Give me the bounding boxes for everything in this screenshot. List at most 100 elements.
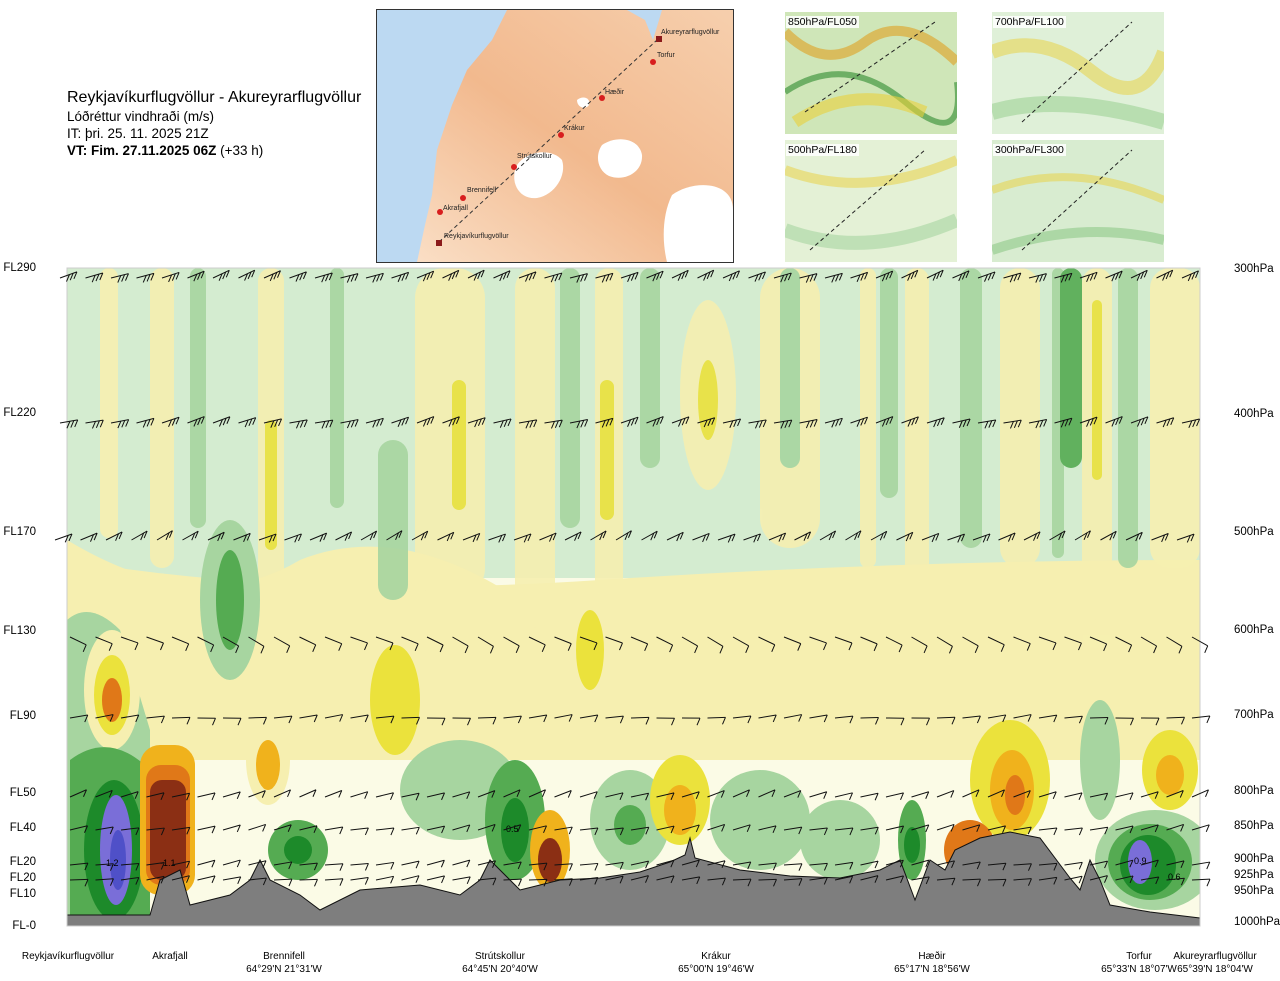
wind-barb — [671, 416, 690, 427]
wind-barb — [783, 826, 803, 835]
wind-barb — [222, 791, 241, 800]
wind-barb — [350, 877, 369, 885]
fl-label: FL50 — [9, 787, 36, 799]
wind-barb — [426, 792, 445, 801]
wind-barb — [248, 716, 267, 725]
thumbnail-300[interactable]: 300hPa/FL300 — [992, 140, 1164, 262]
wind-barb — [375, 715, 395, 724]
wind-barb — [595, 272, 614, 283]
wind-barb — [1191, 824, 1210, 833]
wind-barb — [528, 862, 548, 871]
wind-barb — [783, 790, 802, 798]
wind-barb — [69, 825, 88, 833]
wind-barb — [350, 636, 368, 651]
wind-barb — [768, 532, 787, 542]
wind-barb — [350, 714, 369, 723]
wind-barb — [743, 533, 761, 543]
wind-barb — [95, 826, 114, 835]
wind-barb — [1079, 271, 1098, 283]
wind-barb — [1181, 418, 1201, 428]
wind-barb — [1130, 416, 1149, 427]
hpa-label: 900hPa — [1234, 853, 1274, 865]
fl-label: FL220 — [3, 407, 36, 419]
thumbnail-700[interactable]: 700hPa/FL100 — [992, 12, 1164, 134]
wind-barb — [885, 792, 904, 801]
glacier-4 — [577, 97, 590, 108]
wind-barb — [998, 532, 1016, 542]
wind-barb — [681, 876, 701, 885]
wind-barb — [605, 861, 624, 870]
glacier-1 — [514, 152, 564, 199]
wind-barb — [987, 636, 1005, 652]
wind-barb — [850, 416, 868, 427]
wind-barb — [375, 861, 395, 870]
wind-barb — [758, 878, 777, 887]
wind-barb — [324, 878, 344, 886]
wind-barb — [69, 714, 89, 723]
wind-barb — [477, 716, 497, 725]
wind-barb — [809, 636, 827, 651]
hpa-label: 400hPa — [1234, 408, 1274, 420]
wind-barb — [936, 860, 955, 869]
wind-barb — [467, 417, 486, 428]
thumbnail-500[interactable]: 500hPa/FL180 — [785, 140, 957, 262]
fl-label: FL20 — [9, 872, 36, 884]
wind-barb — [671, 269, 689, 281]
wind-barb — [146, 875, 165, 884]
wind-barb — [1115, 636, 1133, 653]
wind-barb — [1038, 827, 1058, 836]
wind-barb — [926, 269, 944, 281]
fl-label: FL20 — [9, 856, 36, 868]
fjord-north — [627, 10, 662, 40]
wind-barb — [263, 418, 282, 428]
wind-barb — [1140, 824, 1159, 833]
wind-barb — [324, 636, 343, 651]
wind-barb — [987, 714, 1007, 723]
wind-barb — [972, 533, 991, 543]
wind-barb — [845, 530, 862, 541]
wind-barb — [656, 825, 675, 834]
wind-barb — [707, 636, 724, 654]
thumbnail-label: 850hPa/FL050 — [786, 16, 859, 28]
wind-barb — [120, 791, 139, 799]
wind-barb — [488, 533, 506, 543]
wind-barb — [605, 875, 624, 884]
wind-barb — [477, 636, 494, 654]
wind-barb — [656, 875, 675, 884]
wind-barb — [238, 269, 256, 281]
wind-barb — [1013, 863, 1032, 871]
location-label: Strútskollur 64°45'N 20°40'W — [462, 951, 538, 975]
wind-barb — [314, 419, 334, 429]
wind-barb — [732, 715, 752, 724]
wind-barb — [579, 714, 599, 723]
wind-barb — [707, 716, 726, 725]
wind-barb — [554, 826, 573, 835]
wind-barb — [707, 860, 726, 868]
wind-barb — [595, 417, 614, 428]
wind-barb — [248, 636, 265, 654]
wind-barb — [1003, 419, 1022, 429]
thumbnail-850[interactable]: 850hPa/FL050 — [785, 12, 957, 134]
wind-barb — [1115, 859, 1134, 868]
wind-barb — [136, 272, 155, 283]
wind-barb — [1140, 859, 1159, 868]
wind-barb — [299, 636, 317, 653]
wind-barb — [885, 875, 904, 884]
wind-barb — [758, 636, 776, 652]
wind-barb — [758, 862, 777, 871]
wind-barb — [615, 530, 632, 541]
wind-barb — [1156, 417, 1175, 428]
wind-barb — [620, 416, 639, 427]
wind-barb — [120, 636, 139, 651]
wind-barb — [477, 877, 497, 886]
wind-barb — [1125, 531, 1143, 542]
wind-barb — [1166, 716, 1185, 725]
wind-barb — [809, 714, 828, 723]
wind-barb — [171, 826, 191, 835]
fl-label: FL290 — [3, 262, 36, 274]
wind-barb — [962, 636, 979, 653]
wind-barb — [120, 827, 140, 836]
wind-barb — [238, 417, 257, 428]
wind-barb — [962, 824, 981, 833]
wind-barb — [875, 270, 894, 282]
